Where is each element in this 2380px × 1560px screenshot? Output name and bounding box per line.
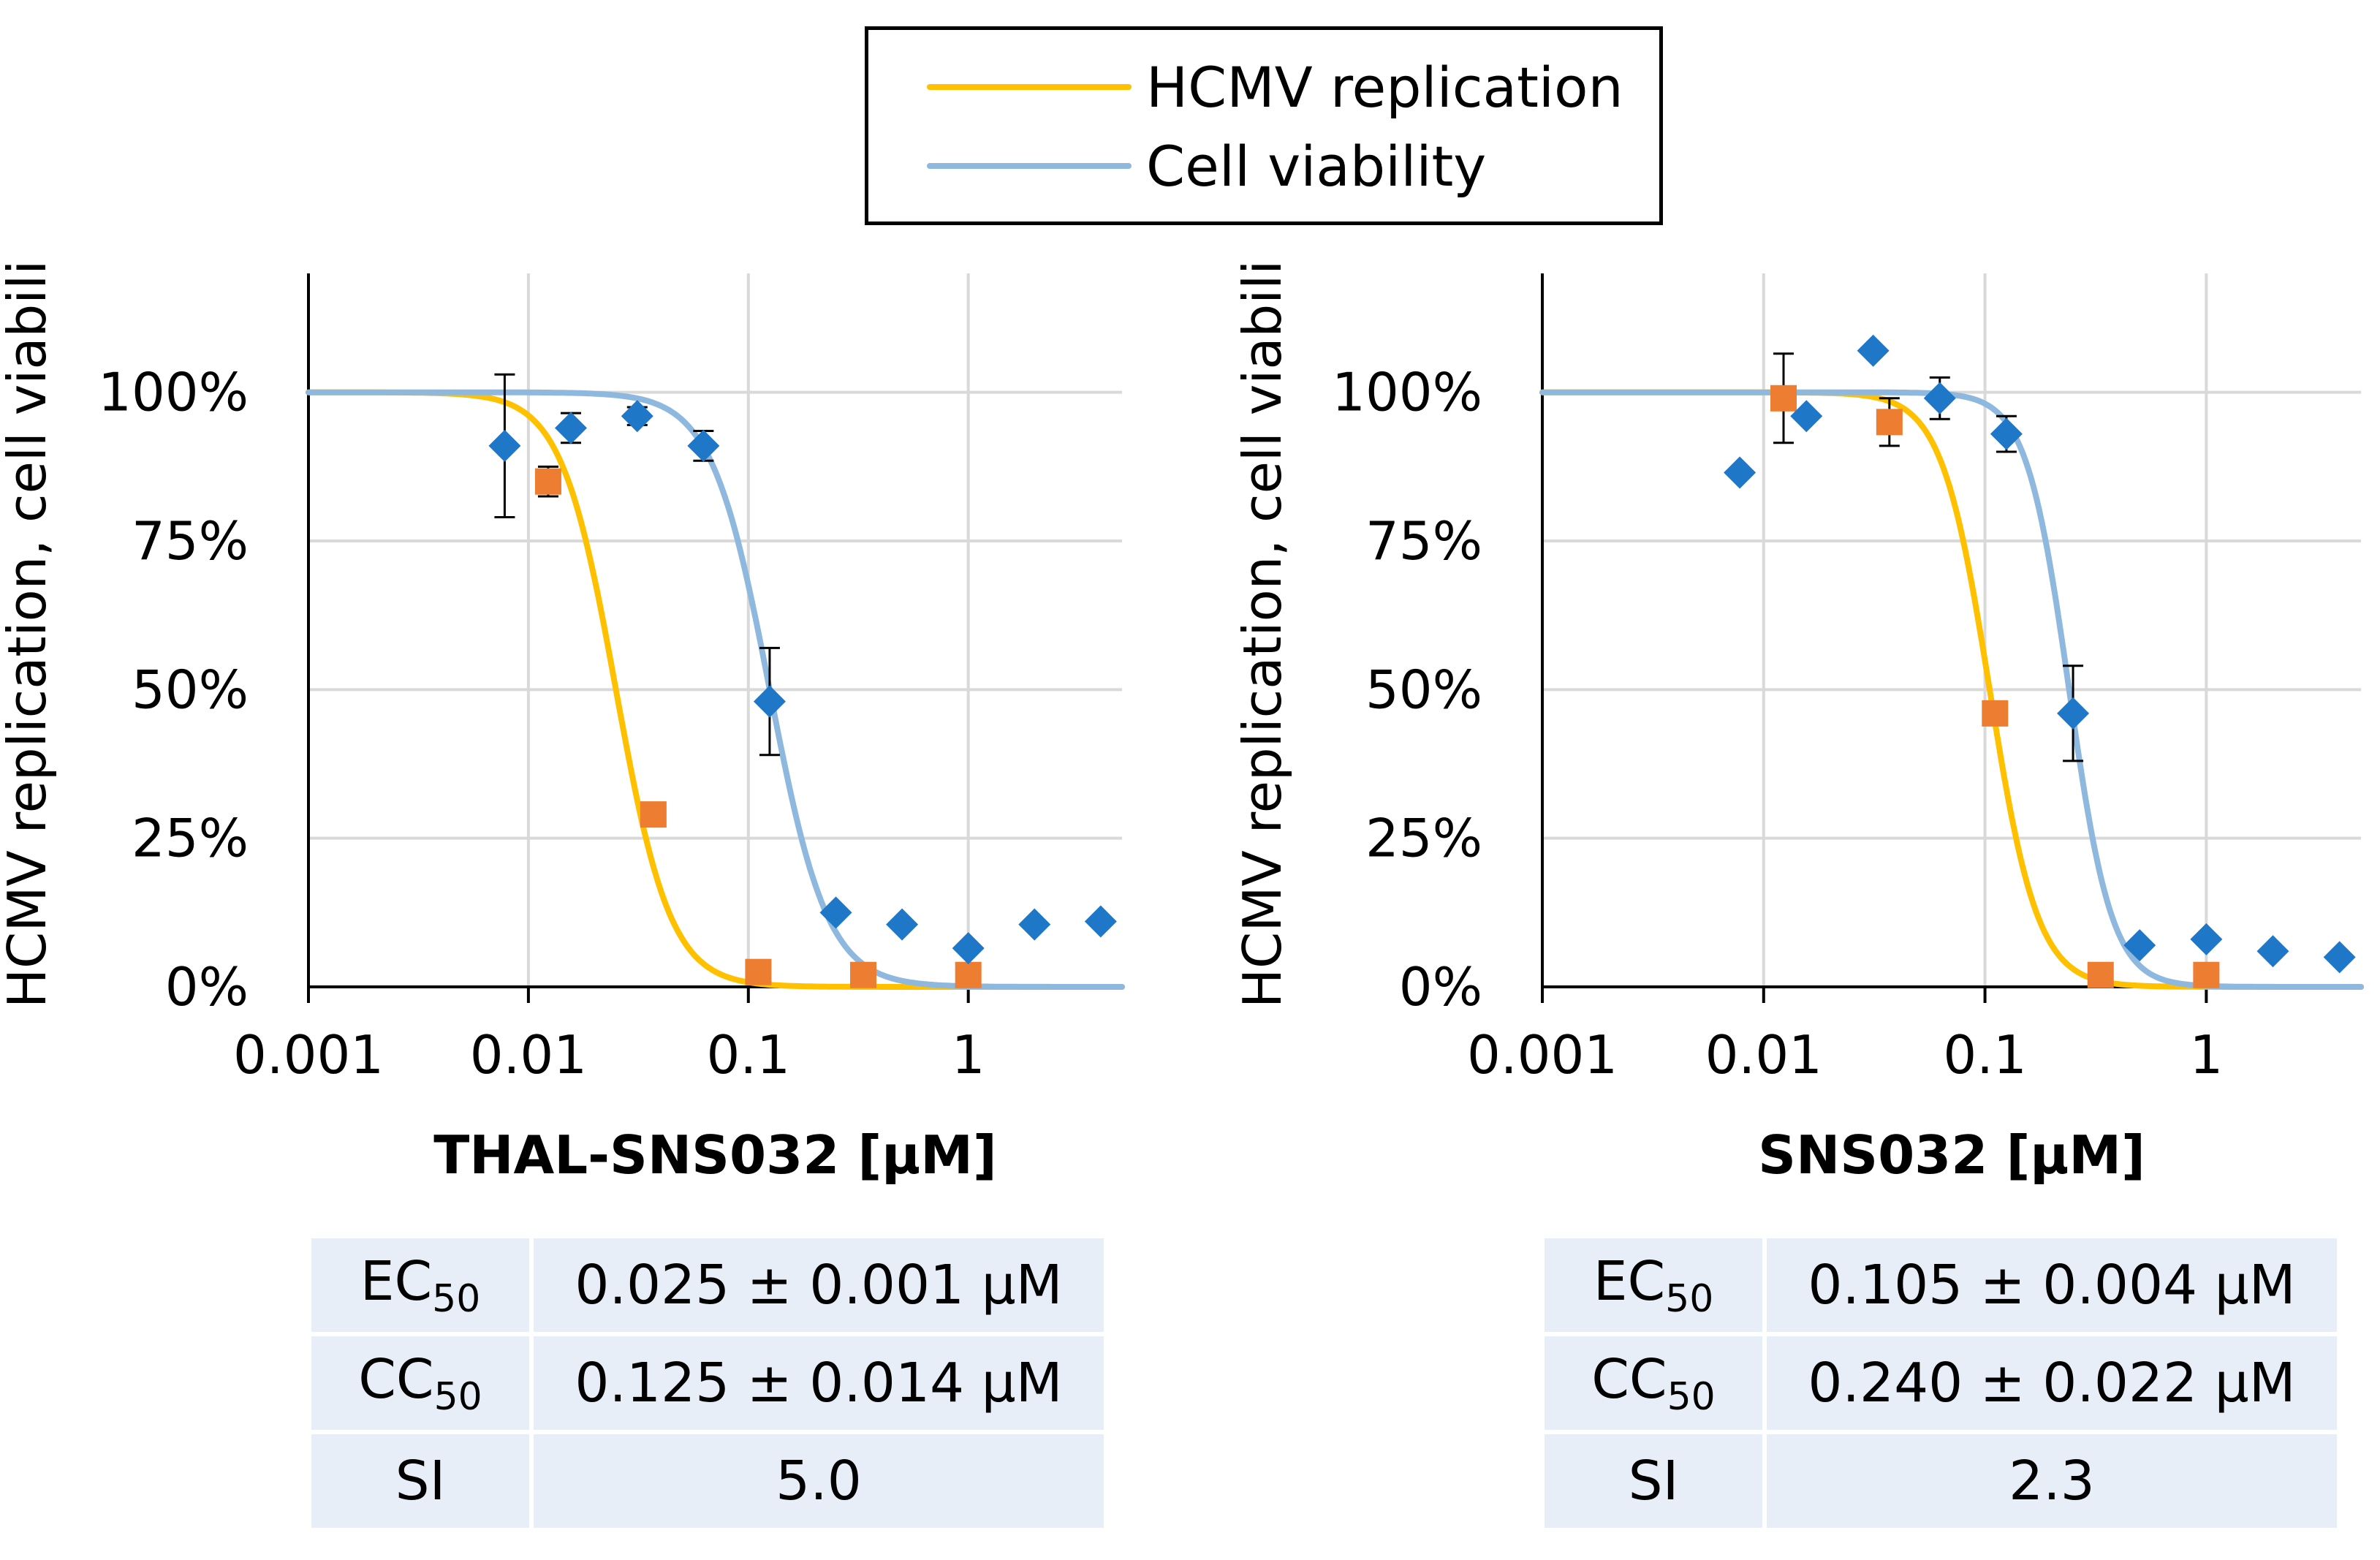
- legend: HCMV replication Cell viability: [865, 26, 1663, 225]
- ec50-value: 0.105 ± 0.004 µM: [1767, 1238, 2337, 1332]
- y-tick-label: 75%: [132, 510, 249, 572]
- x-tick-label: 1: [2189, 1024, 2223, 1086]
- y-tick-label: 50%: [132, 659, 249, 720]
- y-tick-label: 0%: [165, 956, 249, 1018]
- table-row-ec50: EC50 0.025 ± 0.001 µM: [311, 1238, 1104, 1332]
- viability-point: [1857, 334, 1890, 367]
- viability-point: [555, 412, 588, 444]
- legend-item-replication: HCMV replication: [927, 50, 1623, 124]
- replication-point: [640, 801, 667, 828]
- viability-point: [753, 685, 786, 718]
- viability-point: [1790, 400, 1823, 433]
- table-row-cc50: CC50 0.240 ± 0.022 µM: [1545, 1336, 2337, 1430]
- viability-point: [1084, 905, 1117, 938]
- ec50-label: EC50: [311, 1238, 529, 1332]
- viability-point: [1724, 456, 1756, 489]
- cc50-label: CC50: [311, 1336, 529, 1430]
- chart-thal-sns032: 0% 25% 50% 75% 100% 0.001 0.01 0.1 1 THAL-SNS032 …: [0, 263, 1125, 1186]
- viability-point: [2256, 935, 2289, 968]
- legend-swatch-viability: [927, 163, 1132, 169]
- viability-point: [1923, 382, 1956, 414]
- viability-point: [819, 896, 852, 929]
- viability-point: [886, 908, 919, 941]
- replication-point: [2087, 961, 2114, 988]
- ec50-label: EC50: [1545, 1238, 1762, 1332]
- viability-point: [952, 932, 985, 965]
- table-row-si: SI 5.0: [311, 1434, 1104, 1528]
- table-row-cc50: CC50 0.125 ± 0.014 µM: [311, 1336, 1104, 1430]
- x-axis-title: SNS032 [µM]: [1758, 1124, 2145, 1186]
- ec50-value: 0.025 ± 0.001 µM: [534, 1238, 1104, 1332]
- viability-point: [1990, 417, 2023, 450]
- y-tick-label: 100%: [1332, 362, 1482, 423]
- y-tick-label: 0%: [1399, 956, 1482, 1018]
- x-tick-label: 0.01: [1705, 1024, 1822, 1086]
- chart-sns032: 0% 25% 50% 75% 100% 0.001 0.01 0.1 1 SNS032 [µM] H…: [1235, 263, 2364, 1186]
- viability-point: [2123, 929, 2156, 962]
- legend-label-viability: Cell viability: [1146, 133, 1487, 199]
- x-tick-label: 0.01: [470, 1024, 587, 1086]
- replication-point: [849, 961, 876, 988]
- x-tick-label: 0.1: [707, 1024, 791, 1086]
- x-tick-label: 0.001: [1467, 1024, 1618, 1086]
- replication-point: [1982, 700, 2009, 727]
- cc50-value: 0.240 ± 0.022 µM: [1767, 1336, 2337, 1430]
- y-axis-title: HCMV replication, cell viability: [0, 263, 58, 1008]
- viability-point: [1018, 908, 1051, 941]
- y-axis-title: HCMV replication, cell viability: [1235, 263, 1293, 1008]
- replication-point: [955, 961, 982, 988]
- cc50-label: CC50: [1545, 1336, 1762, 1430]
- viability-point: [2057, 697, 2090, 730]
- y-tick-label: 25%: [132, 808, 249, 869]
- viability-point: [488, 429, 521, 462]
- x-tick-label: 0.1: [1943, 1024, 2027, 1086]
- legend-label-replication: HCMV replication: [1146, 54, 1623, 120]
- viability-point: [621, 400, 653, 433]
- stats-table-sns032: EC50 0.105 ± 0.004 µM CC50 0.240 ± 0.022…: [1540, 1234, 2341, 1532]
- legend-item-viability: Cell viability: [927, 129, 1486, 202]
- replication-point: [745, 958, 772, 985]
- table-row-ec50: EC50 0.105 ± 0.004 µM: [1545, 1238, 2337, 1332]
- viability-fit-curve: [306, 389, 1125, 990]
- x-tick-label: 0.001: [233, 1024, 384, 1086]
- stats-table-thal-sns032: EC50 0.025 ± 0.001 µM CC50 0.125 ± 0.014…: [307, 1234, 1108, 1532]
- viability-point: [2323, 941, 2356, 974]
- y-tick-label: 100%: [98, 362, 249, 423]
- x-tick-label: 1: [952, 1024, 985, 1086]
- replication-point: [534, 468, 561, 495]
- si-value: 2.3: [1767, 1434, 2337, 1528]
- y-tick-label: 75%: [1365, 510, 1482, 572]
- x-axis-title: THAL-SNS032 [µM]: [433, 1124, 997, 1186]
- viability-point: [2190, 923, 2223, 955]
- replication-point: [1876, 409, 1903, 436]
- legend-swatch-replication: [927, 84, 1132, 90]
- si-value: 5.0: [534, 1434, 1104, 1528]
- y-tick-label: 50%: [1365, 659, 1482, 720]
- table-row-si: SI 2.3: [1545, 1434, 2337, 1528]
- y-tick-label: 25%: [1365, 808, 1482, 869]
- si-label: SI: [1545, 1434, 1762, 1528]
- replication-point: [1770, 385, 1797, 412]
- viability-point: [687, 429, 720, 462]
- si-label: SI: [311, 1434, 529, 1528]
- cc50-value: 0.125 ± 0.014 µM: [534, 1336, 1104, 1430]
- replication-point: [2193, 961, 2220, 988]
